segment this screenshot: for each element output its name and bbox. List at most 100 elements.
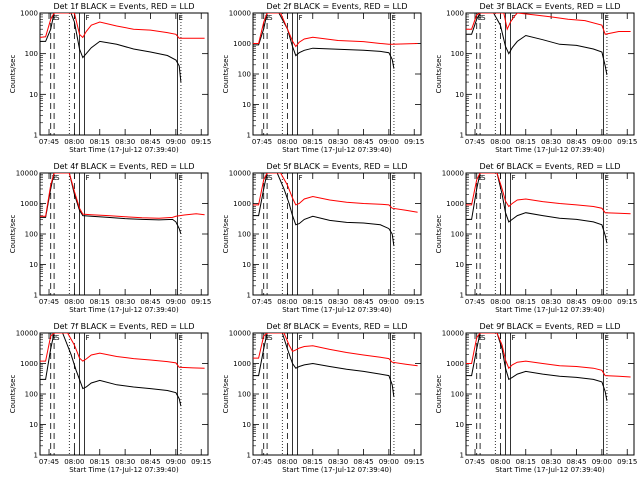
x-tick-label: 09:15 (191, 458, 211, 466)
detector-panel: Det 9f BLACK = Events, RED = LLD 1 10 100 10… (435, 322, 637, 474)
y-tick-label: 1 (460, 132, 464, 140)
x-tick-label: 08:45 (140, 458, 160, 466)
x-tick-label: 07:45 (465, 458, 485, 466)
series-line-events (253, 333, 395, 398)
series-line-lld (253, 13, 418, 48)
x-tick-label: 08:45 (566, 298, 586, 306)
detector-panel: Det 3f BLACK = Events, RED = LLD 1 10 100 10… (435, 2, 637, 154)
x-tick-label: 09:15 (191, 138, 211, 146)
x-tick-label: 08:15 (90, 138, 110, 146)
x-axis-label: Start Time (17-Jul-12 07:39:40) (495, 146, 605, 154)
y-tick-label: 10 (29, 261, 38, 269)
x-tick-label: 07:45 (39, 458, 59, 466)
y-tick-label: 10000 (442, 330, 464, 338)
y-tick-label: 10000 (229, 10, 251, 18)
marker-label: S (481, 334, 486, 342)
plot-frame (252, 12, 422, 136)
x-tick-label: 08:15 (516, 138, 536, 146)
panel-title: Det 5f BLACK = Events, RED = LLD (266, 162, 407, 171)
marker-label: F (86, 334, 90, 342)
x-tick-label: 08:00 (490, 458, 510, 466)
marker-label: S (55, 334, 60, 342)
series-line-lld (40, 333, 205, 369)
y-tick-label: 100 (25, 231, 38, 239)
plot-frame (465, 12, 635, 136)
x-tick-label: 09:15 (617, 458, 637, 466)
marker-label: S (481, 14, 486, 22)
marker-label: S (268, 174, 273, 182)
x-tick-label: 09:00 (592, 458, 612, 466)
x-tick-label: 08:45 (566, 458, 586, 466)
y-tick-label: 10 (455, 91, 464, 99)
detector-panel: Det 4f BLACK = Events, RED = LLD 1 10 100 10… (9, 162, 211, 314)
panel-title: Det 6f BLACK = Events, RED = LLD (479, 162, 620, 171)
x-tick-label: 09:00 (379, 138, 399, 146)
x-tick-label: 08:30 (115, 458, 135, 466)
x-tick-label: 08:15 (516, 298, 536, 306)
y-tick-label: 10 (455, 421, 464, 429)
series-line-events (466, 333, 608, 401)
y-tick-label: 100 (238, 71, 251, 79)
y-tick-label: 10000 (16, 330, 38, 338)
y-tick-label: 1 (247, 292, 251, 300)
y-tick-label: 100 (451, 231, 464, 239)
y-tick-label: 1 (34, 292, 38, 300)
x-tick-label: 08:45 (566, 138, 586, 146)
marker-label: S (55, 14, 60, 22)
panel-title: Det 8f BLACK = Events, RED = LLD (266, 322, 407, 331)
x-tick-label: 08:00 (64, 138, 84, 146)
x-axis-label: Start Time (17-Jul-12 07:39:40) (495, 466, 605, 474)
x-tick-label: 07:45 (39, 298, 59, 306)
marker-label: E (392, 174, 396, 182)
x-tick-label: 08:15 (303, 298, 323, 306)
marker-label: E (179, 334, 183, 342)
plot-frame (252, 172, 422, 296)
y-tick-label: 1000 (233, 200, 251, 208)
y-tick-label: 10 (242, 421, 251, 429)
y-tick-label: 100 (451, 50, 464, 58)
y-tick-label: 100 (25, 50, 38, 58)
y-tick-label: 100 (238, 391, 251, 399)
x-tick-label: 08:00 (277, 138, 297, 146)
x-tick-label: 07:45 (252, 458, 272, 466)
marker-label: S (55, 174, 60, 182)
x-tick-label: 08:00 (490, 298, 510, 306)
y-axis-label: Counts/sec (222, 375, 230, 414)
x-tick-label: 09:00 (166, 298, 186, 306)
y-axis-label: Counts/sec (435, 55, 443, 94)
x-tick-label: 08:00 (277, 298, 297, 306)
series-line-events (466, 13, 608, 75)
x-tick-label: 08:30 (328, 298, 348, 306)
x-tick-label: 08:15 (90, 298, 110, 306)
y-tick-label: 1 (460, 292, 464, 300)
series-line-events (40, 13, 182, 83)
panel-title: Det 1f BLACK = Events, RED = LLD (53, 2, 194, 11)
x-tick-label: 08:45 (353, 458, 373, 466)
series-line-events (253, 173, 395, 247)
y-tick-label: 1000 (446, 200, 464, 208)
marker-label: F (299, 14, 303, 22)
y-axis-label: Counts/sec (435, 215, 443, 254)
x-tick-label: 08:15 (303, 458, 323, 466)
y-tick-label: 1000 (20, 360, 38, 368)
x-tick-label: 08:00 (277, 458, 297, 466)
marker-label: E (179, 14, 183, 22)
series-line-lld (466, 13, 631, 35)
y-tick-label: 10 (242, 261, 251, 269)
y-tick-label: 1000 (20, 10, 38, 18)
y-axis-label: Counts/sec (435, 375, 443, 414)
x-axis-label: Start Time (17-Jul-12 07:39:40) (282, 306, 392, 314)
marker-label: S (268, 14, 273, 22)
x-axis-label: Start Time (17-Jul-12 07:39:40) (282, 466, 392, 474)
y-tick-label: 100 (25, 391, 38, 399)
marker-label: E (605, 334, 609, 342)
x-tick-label: 07:45 (252, 298, 272, 306)
x-tick-label: 08:15 (516, 458, 536, 466)
series-line-lld (40, 173, 205, 219)
y-tick-label: 100 (451, 391, 464, 399)
x-tick-label: 09:15 (617, 138, 637, 146)
y-tick-label: 10000 (229, 170, 251, 178)
x-tick-label: 09:15 (191, 298, 211, 306)
y-tick-label: 1000 (20, 200, 38, 208)
